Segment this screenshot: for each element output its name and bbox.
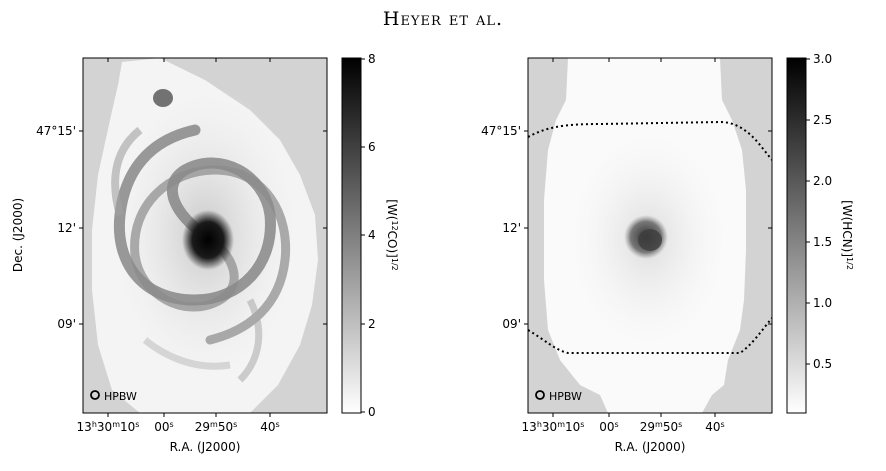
right-xtick-label: 40s <box>705 420 724 435</box>
right-xtick-label: 13h30m10s <box>522 420 585 435</box>
right-xtick-label: 00s <box>599 420 618 435</box>
left-colorbar <box>341 57 362 414</box>
right-colorbar-tick-label: 1.0 <box>813 296 832 310</box>
right-colorbar-label: [W(HCN)]1/2 <box>840 200 855 270</box>
right-colorbar-ticks <box>806 58 810 365</box>
left-colorbar-tick-label: 2 <box>368 317 376 331</box>
left-xtick-label: 40s <box>260 420 279 435</box>
left-panel: 47°15' 12' 09' 13h30m10s 00s 29m50s 40s … <box>11 52 400 454</box>
co-map-image <box>83 58 327 413</box>
running-head: Heyer et al. <box>382 8 504 30</box>
right-colorbar-tick-label: 2.0 <box>813 174 832 188</box>
left-y-ticks <box>79 130 327 325</box>
right-xlabel: R.A. (J2000) <box>615 440 686 454</box>
left-beam-label: HPBW <box>104 390 137 403</box>
left-xtick-label: 29m50s <box>195 420 238 435</box>
right-colorbar-tick-label: 0.5 <box>813 357 832 371</box>
left-ytick-label: 12' <box>57 221 76 235</box>
coverage-contour <box>528 317 772 354</box>
left-colorbar-ticks <box>361 58 365 413</box>
right-beam-label: HPBW <box>549 390 582 403</box>
hcn-map-image <box>528 58 772 413</box>
right-panel: 47°15' 12' 09' 13h30m10s 00s 29m50s 40s … <box>481 52 854 454</box>
right-y-ticks <box>524 130 772 325</box>
beam-circle-icon <box>90 390 100 400</box>
left-ytick-label: 47°15' <box>36 124 76 138</box>
left-colorbar-label: [W(12CO)]1/2 <box>385 199 400 270</box>
left-colorbar-tick-label: 0 <box>368 405 376 419</box>
right-colorbar-tick-label: 1.5 <box>813 235 832 249</box>
left-xtick-label: 13h30m10s <box>77 420 140 435</box>
left-colorbar-tick-label: 6 <box>368 140 376 154</box>
beam-circle-icon <box>535 390 545 400</box>
right-ytick-label: 12' <box>502 221 521 235</box>
right-colorbar-tick-label: 2.5 <box>813 113 832 127</box>
right-ytick-label: 09' <box>502 317 521 331</box>
left-ytick-label: 09' <box>57 317 76 331</box>
left-ylabel: Dec. (J2000) <box>11 198 25 272</box>
right-colorbar <box>786 57 807 414</box>
right-ytick-label: 47°15' <box>481 124 521 138</box>
left-frame <box>82 57 328 414</box>
right-colorbar-tick-label: 3.0 <box>813 52 832 66</box>
left-x-ticks <box>107 58 271 417</box>
left-xtick-label: 00s <box>154 420 173 435</box>
left-xlabel: R.A. (J2000) <box>170 440 241 454</box>
right-xtick-label: 29m50s <box>640 420 683 435</box>
left-colorbar-tick-label: 4 <box>368 228 376 242</box>
left-colorbar-tick-label: 8 <box>368 52 376 66</box>
right-x-ticks <box>552 58 716 417</box>
right-frame <box>527 57 773 414</box>
